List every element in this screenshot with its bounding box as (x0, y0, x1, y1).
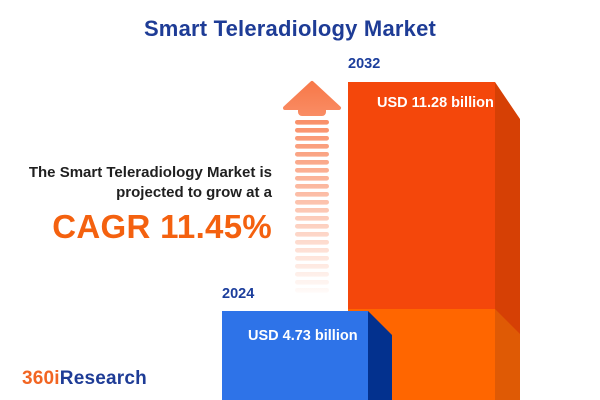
arrow-stripe (295, 176, 329, 181)
cagr-value: CAGR 11.45% (52, 208, 272, 245)
page-title: Smart Teleradiology Market (143, 16, 437, 41)
logo-360i: 360i (22, 368, 60, 389)
bar-2032 (348, 82, 520, 400)
bar-label-2024: 2024 (222, 286, 255, 302)
arrow-stripe (295, 224, 329, 229)
bar-2024-face (222, 311, 368, 400)
annotation-line-1: The Smart Teleradiology Market is (28, 164, 272, 181)
annotation-block: The Smart Teleradiology Market is projec… (29, 163, 272, 246)
company-logo: 360iResearch (22, 368, 147, 390)
bar-label-2032: 2032 (348, 56, 381, 72)
bar-value-2032: USD 11.28 billion (377, 95, 494, 111)
arrow-stripe (295, 256, 329, 261)
arrow-stripe (295, 280, 329, 285)
arrow-stripe (295, 120, 329, 125)
growth-arrow-icon (283, 81, 341, 293)
arrow-stripe (295, 208, 329, 213)
arrow-stripe (295, 288, 329, 293)
arrow-stripe (295, 160, 329, 165)
arrow-stripe (295, 272, 329, 277)
arrow-stripe (295, 168, 329, 173)
arrow-stripe (295, 248, 329, 253)
arrow-stripe (295, 200, 329, 205)
arrow-stripe (295, 136, 329, 141)
annotation-line-2: projected to grow at a (116, 183, 272, 201)
arrow-stripes (295, 120, 329, 293)
arrow-stripe (295, 240, 329, 245)
logo-research: Research (59, 368, 147, 389)
arrow-stripe (295, 264, 329, 269)
bar-value-2024: USD 4.73 billion (248, 328, 358, 344)
arrow-stripe (295, 152, 329, 157)
arrow-stripe (295, 184, 329, 189)
arrow-stripe (295, 216, 329, 221)
bar-2024 (222, 311, 392, 400)
arrow-stripe (295, 192, 329, 197)
arrow-stripe (295, 144, 329, 149)
arrow-stripe (295, 128, 329, 133)
arrow-stripe (295, 232, 329, 237)
arrow-neck (298, 99, 326, 116)
bar-2032-side-bottom (495, 309, 520, 400)
bar-2032-face-top (348, 82, 495, 309)
bar-2024-side (368, 311, 392, 400)
